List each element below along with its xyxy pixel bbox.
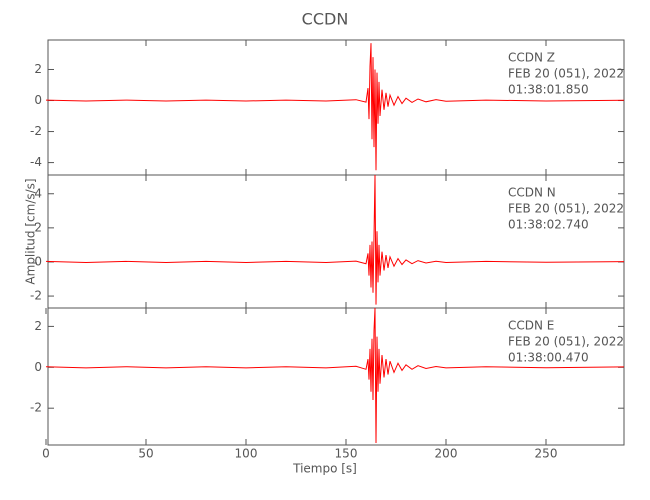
x-tick-label: 0 bbox=[42, 447, 50, 461]
y-axis-label: Amplitud [cm/s/s] bbox=[24, 178, 38, 284]
y-tick-label: 4 bbox=[34, 186, 42, 200]
y-tick-label: 2 bbox=[34, 319, 42, 333]
trace-annotation: CCDN E bbox=[508, 319, 554, 333]
trace-annotation: FEB 20 (051), 2022 bbox=[508, 67, 624, 81]
waveform bbox=[45, 174, 625, 305]
x-tick-label: 250 bbox=[535, 447, 558, 461]
y-tick-label: 0 bbox=[34, 93, 42, 107]
y-tick-label: 2 bbox=[34, 62, 42, 76]
y-tick-label: -2 bbox=[30, 289, 42, 303]
y-tick-label: 0 bbox=[34, 254, 42, 268]
x-tick-label: 100 bbox=[235, 447, 258, 461]
panel-frame bbox=[47, 307, 625, 446]
chart-title: CCDN bbox=[302, 10, 349, 29]
trace-annotation: FEB 20 (051), 2022 bbox=[508, 202, 624, 216]
y-tick-label: 0 bbox=[34, 360, 42, 374]
x-tick-label: 200 bbox=[435, 447, 458, 461]
y-tick-label: -2 bbox=[30, 401, 42, 415]
y-tick-label: -4 bbox=[30, 155, 42, 169]
trace-annotation: CCDN Z bbox=[508, 51, 555, 65]
x-axis-label: Tiempo [s] bbox=[292, 462, 357, 476]
x-tick-label: 50 bbox=[138, 447, 153, 461]
trace-annotation: CCDN N bbox=[508, 186, 556, 200]
x-tick-label: 150 bbox=[335, 447, 358, 461]
trace-annotation: FEB 20 (051), 2022 bbox=[508, 335, 624, 349]
trace-annotation: 01:38:02.740 bbox=[508, 218, 589, 232]
waveform bbox=[45, 307, 625, 444]
trace-annotation: 01:38:00.470 bbox=[508, 351, 589, 365]
y-tick-label: -2 bbox=[30, 124, 42, 138]
y-tick-label: 2 bbox=[34, 220, 42, 234]
waveform bbox=[45, 43, 625, 171]
trace-annotation: 01:38:01.850 bbox=[508, 83, 589, 97]
